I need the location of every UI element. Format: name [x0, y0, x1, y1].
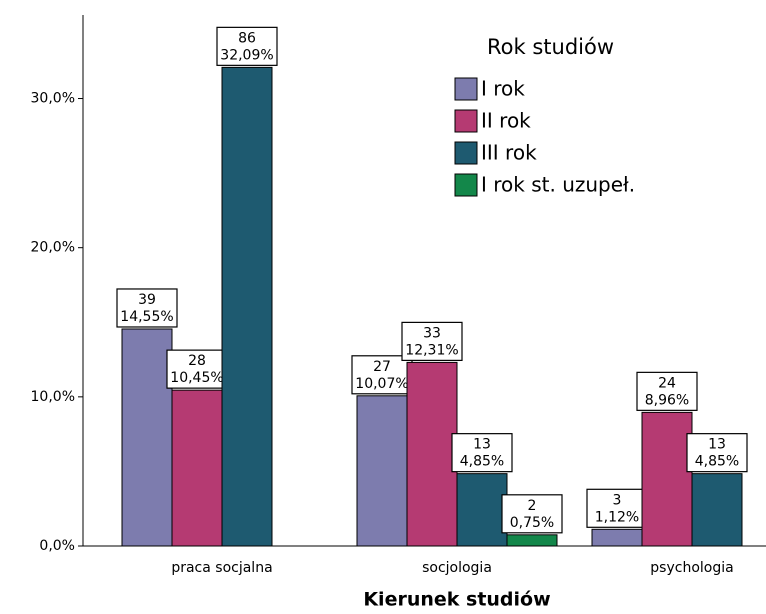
value-label-count: 86	[238, 30, 256, 46]
value-label: 1,12%	[595, 509, 639, 525]
legend-swatch	[454, 77, 478, 101]
legend-label: I rok	[481, 77, 525, 101]
bar	[221, 66, 273, 547]
value-label-box	[686, 433, 748, 473]
legend-swatch	[454, 173, 478, 197]
value-label: 10,45%	[170, 370, 223, 386]
x-tick-label: psychologia	[650, 560, 733, 576]
value-label-count: 33	[423, 325, 441, 341]
value-label: 0,75%	[510, 515, 554, 531]
legend-label: III rok	[481, 141, 537, 165]
bar	[121, 328, 173, 547]
value-label-box	[586, 488, 648, 528]
x-tick-label: praca socjalna	[171, 560, 272, 576]
y-tick-label: 0,0%	[39, 538, 75, 554]
legend-swatch	[454, 109, 478, 133]
bar	[456, 473, 508, 547]
value-label-count: 3	[613, 492, 622, 508]
value-label-count: 24	[658, 375, 676, 391]
y-tick-label: 10,0%	[31, 389, 75, 405]
value-label-box	[351, 355, 413, 395]
bar	[591, 528, 643, 547]
value-label: 14,55%	[120, 309, 173, 325]
value-label-box	[451, 433, 513, 473]
bar	[171, 389, 223, 547]
x-tick-label: socjologia	[422, 560, 492, 576]
bar	[506, 534, 558, 547]
bar	[406, 361, 458, 547]
bar	[356, 395, 408, 547]
x-axis-title: Kierunek studiów	[363, 589, 550, 611]
bar	[641, 411, 693, 547]
value-label-count: 39	[138, 292, 156, 308]
value-label-box	[636, 371, 698, 411]
value-label: 4,85%	[460, 454, 504, 470]
value-label-box	[116, 288, 178, 328]
legend-label: I rok st. uzupeł.	[481, 173, 635, 197]
value-label: 12,31%	[405, 342, 458, 358]
value-label: 10,07%	[355, 376, 408, 392]
legend-title: Rok studiów	[487, 35, 614, 59]
value-label: 32,09%	[220, 47, 273, 63]
value-label-box	[501, 494, 563, 534]
value-label-box	[401, 321, 463, 361]
y-tick-label: 30,0%	[31, 91, 75, 107]
value-label-count: 13	[708, 437, 726, 453]
value-label-count: 28	[188, 353, 206, 369]
value-label-count: 13	[473, 437, 491, 453]
value-label-count: 2	[528, 498, 537, 514]
value-label-count: 27	[373, 359, 391, 375]
value-label: 8,96%	[645, 392, 689, 408]
legend-swatch	[454, 141, 478, 165]
value-label-box	[216, 26, 278, 66]
value-label: 4,85%	[695, 454, 739, 470]
bar	[691, 473, 743, 547]
legend-label: II rok	[481, 109, 531, 133]
y-tick-label: 20,0%	[31, 240, 75, 256]
